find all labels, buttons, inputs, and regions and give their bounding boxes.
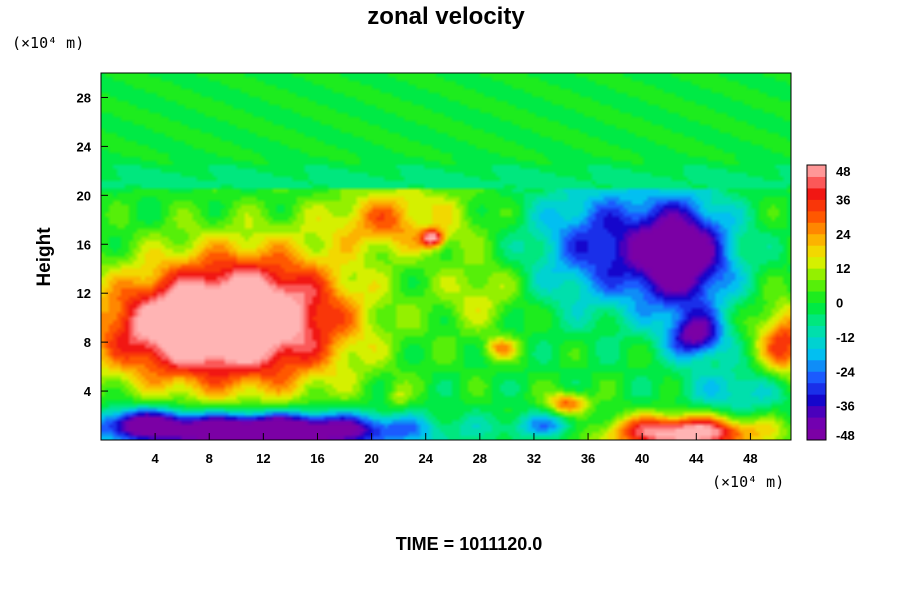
chart-title: zonal velocity (367, 3, 525, 30)
colorbar-cell (807, 222, 826, 235)
x-tick-label: 36 (581, 451, 595, 466)
colorbar: 48 36 24 12 0 -12 -24 -36 -48 (806, 164, 856, 443)
y-tick-label: 12 (77, 286, 91, 301)
y-tick-label: 20 (77, 188, 91, 203)
colorbar-cell (807, 417, 826, 430)
colorbar-tick-label: 48 (836, 164, 850, 179)
colorbar-tick-label: -48 (836, 428, 855, 443)
x-tick-label: 32 (527, 451, 541, 466)
colorbar-tick-label: 12 (836, 261, 850, 276)
colorbar-cell (807, 336, 826, 349)
colorbar-tick-label: 24 (836, 227, 851, 242)
colorbar-tick-label: 36 (836, 192, 850, 207)
colorbar-cell (807, 325, 826, 338)
colorbar-cell (807, 371, 826, 384)
colorbar-cell (807, 382, 826, 395)
colorbar-cell (807, 394, 826, 407)
colorbar-cell (807, 348, 826, 361)
x-tick-label: 20 (364, 451, 378, 466)
plot-frame (100, 72, 792, 441)
y-tick-label: 4 (84, 384, 92, 399)
x-tick-label: 4 (152, 451, 160, 466)
colorbar-tick-label: -24 (836, 364, 856, 379)
colorbar-tick-label: 0 (836, 296, 843, 311)
y-axis-label: Height (34, 227, 55, 287)
time-label: TIME = 1011120.0 (396, 534, 543, 554)
x-tick-label: 12 (256, 451, 270, 466)
colorbar-cell (807, 199, 826, 212)
x-tick-label: 48 (743, 451, 757, 466)
x-axis: 4 8 12 16 20 24 28 32 36 40 44 48 (152, 433, 758, 466)
colorbar-cell (807, 279, 826, 292)
colorbar-cell (807, 176, 826, 189)
y-tick-label: 24 (77, 139, 92, 154)
velocity-field (101, 73, 791, 440)
colorbar-cell (807, 233, 826, 246)
colorbar-cell (807, 428, 826, 441)
colorbar-cell (807, 302, 826, 315)
y-tick-label: 28 (77, 90, 91, 105)
colorbar-frame (806, 164, 827, 441)
colorbar-cell (807, 313, 826, 326)
colorbar-cell (807, 359, 826, 372)
colorbar-cell (807, 210, 826, 223)
x-tick-label: 40 (635, 451, 649, 466)
colorbar-cell (807, 245, 826, 258)
colorbar-tick-label: -12 (836, 330, 855, 345)
colorbar-tick-label: -36 (836, 399, 855, 414)
colorbar-cell (807, 268, 826, 281)
y-tick-label: 16 (77, 237, 91, 252)
x-tick-label: 16 (310, 451, 324, 466)
x-tick-label: 28 (473, 451, 487, 466)
x-tick-label: 44 (689, 451, 704, 466)
x-tick-label: 8 (206, 451, 213, 466)
x-axis-unit: (×10⁴ m) (712, 473, 784, 491)
x-tick-label: 24 (418, 451, 433, 466)
y-tick-label: 8 (84, 335, 91, 350)
colorbar-cell (807, 291, 826, 303)
colorbar-cell (807, 187, 826, 200)
colorbar-cell (807, 405, 826, 418)
colorbar-cell (807, 256, 826, 269)
y-axis-unit: (×10⁴ m) (12, 34, 84, 52)
y-axis: 4 8 12 16 20 24 28 (77, 90, 108, 399)
colorbar-cell (807, 165, 826, 177)
